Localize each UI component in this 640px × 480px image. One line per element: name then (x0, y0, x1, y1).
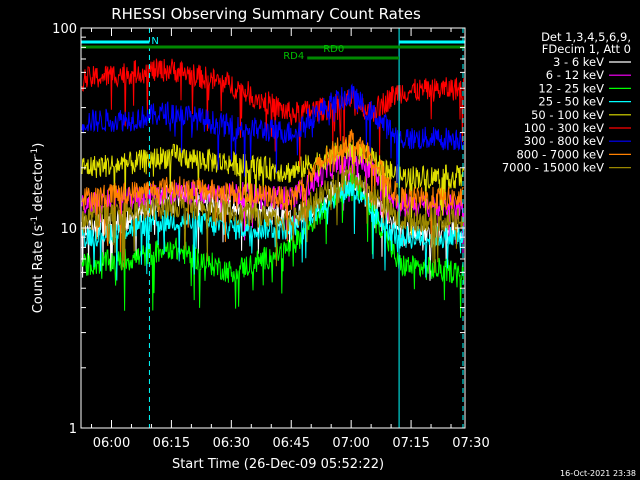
series-line-4 (81, 138, 465, 236)
x-tick-label-2: 06:30 (213, 436, 250, 451)
legend-label-1: 6 - 12 keV (546, 68, 604, 82)
series-line-6 (81, 83, 465, 185)
legend-label-5: 100 - 300 keV (524, 121, 604, 135)
y-axis-label: Count Rate (s-1 detector-1) (30, 143, 46, 314)
y-axis-label-close: ) (31, 143, 46, 148)
legend-label-4: 50 - 100 keV (531, 108, 604, 122)
x-tick-label-6: 07:30 (452, 436, 489, 451)
legend-header-2: FDecim 1, Att 0 (542, 42, 631, 56)
annotation-2: RD0 (323, 44, 344, 55)
x-axis: 06:00 06:15 06:30 06:45 07:00 07:15 07:30 (91, 28, 490, 451)
y-axis-label-sup: -1 (30, 216, 40, 225)
series-layer (81, 58, 465, 318)
y-tick-label-2: 100 (52, 22, 77, 37)
legend-label-3: 25 - 50 keV (538, 95, 604, 109)
x-tick-label-4: 07:00 (332, 436, 369, 451)
annotation-0: N (151, 36, 158, 47)
x-tick-label-3: 06:45 (273, 436, 310, 451)
legend-header-1: Det 1,3,4,5,6,9, (541, 30, 631, 44)
series-line-7 (81, 129, 464, 253)
y-axis-label-tail: detector (31, 156, 46, 216)
series-line-2 (81, 171, 465, 318)
legend: Det 1,3,4,5,6,9, FDecim 1, Att 0 3 - 6 k… (502, 30, 631, 175)
legend-label-8: 7000 - 15000 keV (502, 161, 604, 175)
y-axis: 1 10 100 (52, 22, 465, 437)
legend-label-0: 3 - 6 keV (553, 55, 604, 69)
x-axis-label: Start Time (26-Dec-09 05:52:22) (172, 457, 384, 472)
x-tick-label-1: 06:15 (153, 436, 190, 451)
legend-label-2: 12 - 25 keV (538, 81, 604, 95)
x-tick-label-0: 06:00 (93, 436, 130, 451)
footer-timestamp: 16-Oct-2021 23:38 (560, 469, 636, 478)
y-axis-label-sup2: -1 (30, 148, 40, 157)
annotation-1: RD4 (283, 51, 304, 62)
annotation-layer: N RD4 RD0 (81, 36, 465, 62)
series-line-5 (81, 58, 465, 167)
chart-title: RHESSI Observing Summary Count Rates (111, 5, 421, 23)
y-tick-label-1: 10 (60, 222, 77, 237)
legend-label-7: 800 - 7000 keV (516, 147, 604, 161)
legend-label-6: 300 - 800 keV (524, 134, 604, 148)
series-line-8 (81, 163, 465, 273)
x-tick-label-5: 07:15 (392, 436, 429, 451)
y-tick-label-0: 1 (69, 422, 77, 437)
y-axis-label-main: Count Rate (s (31, 225, 46, 314)
